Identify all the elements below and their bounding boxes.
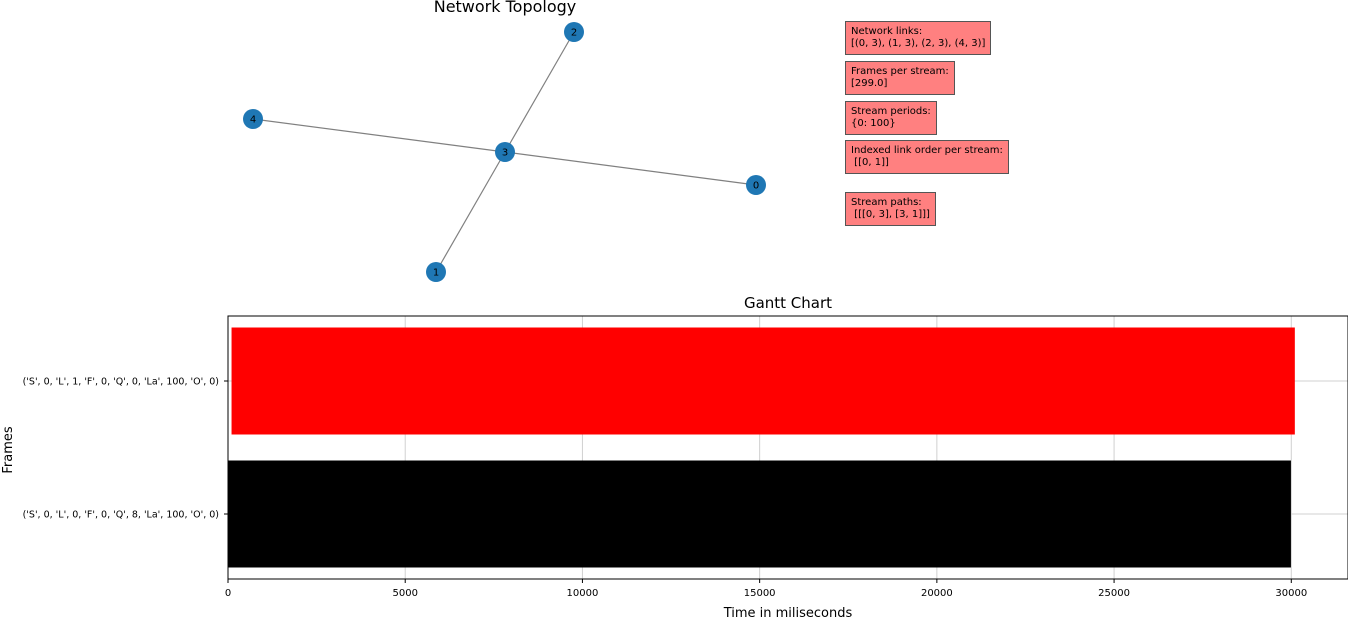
gantt-y-axis-label: Frames: [1, 426, 16, 474]
gantt-x-tick-label: 10000: [567, 588, 599, 599]
topology-node-circle: [426, 262, 446, 282]
topology-node-2: 2: [564, 22, 584, 42]
topology-edge-1-3: [435, 151, 506, 273]
info-box-value: [[0, 1]]: [851, 157, 889, 168]
info-box: Network links: [(0, 3), (1, 3), (2, 3), (…: [845, 21, 992, 55]
gantt-y-tick-labels: ('S', 0, 'L', 1, 'F', 0, 'Q', 0, 'La', 1…: [23, 377, 228, 521]
gantt-x-ticks: 0 5000 10000 15000 20000 25000 30000: [225, 579, 1307, 599]
info-box-value: [[[0, 3], [3, 1]]]: [851, 209, 930, 220]
topology-nodes: 0 1 2 3 4: [243, 22, 766, 282]
info-box: Indexed link order per stream: [[0, 1]]: [845, 140, 1009, 174]
topology-node-circle: [564, 22, 584, 42]
gantt-y-tick-label: ('S', 0, 'L', 1, 'F', 0, 'Q', 0, 'La', 1…: [23, 377, 219, 388]
topology-node-label: 2: [571, 28, 577, 39]
gantt-bar: [228, 460, 1291, 568]
gantt-y-tick-label: ('S', 0, 'L', 0, 'F', 0, 'Q', 8, 'La', 1…: [23, 510, 219, 521]
topology-node-circle: [243, 109, 263, 129]
topology-edge-2-3: [504, 31, 575, 153]
topology-node-label: 0: [753, 181, 759, 192]
gantt-x-tick-label: 0: [225, 588, 231, 599]
info-box-label: Frames per stream:: [851, 66, 949, 77]
topology-edge-0-3: [504, 151, 757, 186]
topology-title: Network Topology: [434, 0, 577, 16]
info-box-value: {0: 100}: [851, 118, 896, 129]
info-box-value: [299.0]: [851, 78, 888, 89]
topology-node-circle: [746, 175, 766, 195]
info-box: Stream periods: {0: 100}: [845, 101, 937, 135]
topology-node-label: 1: [433, 268, 439, 279]
topology-node-label: 3: [502, 148, 508, 159]
info-box-label: Stream periods:: [851, 106, 931, 117]
gantt-x-tick-label: 30000: [1275, 588, 1307, 599]
topology-node-4: 4: [243, 109, 263, 129]
topology-node-label: 4: [250, 115, 256, 126]
gantt-x-tick-label: 25000: [1098, 588, 1130, 599]
topology-edges: [252, 31, 757, 273]
topology-node-0: 0: [746, 175, 766, 195]
info-box: Stream paths: [[[0, 3], [3, 1]]]: [845, 192, 936, 226]
gantt-title: Gantt Chart: [744, 294, 832, 312]
gantt-x-axis-label: Time in miliseconds: [723, 606, 853, 619]
gantt-bars: [228, 327, 1295, 568]
topology-node-circle: [495, 142, 515, 162]
info-box: Frames per stream: [299.0]: [845, 61, 955, 95]
info-box-label: Network links:: [851, 26, 923, 37]
info-box-value: [(0, 3), (1, 3), (2, 3), (4, 3)]: [851, 38, 986, 49]
gantt-x-tick-label: 15000: [744, 588, 776, 599]
gantt-x-tick-label: 20000: [921, 588, 953, 599]
topology-edge-4-3: [252, 118, 506, 153]
info-box-label: Stream paths:: [851, 197, 922, 208]
gantt-x-tick-label: 5000: [392, 588, 417, 599]
topology-node-3: 3: [495, 142, 515, 162]
info-box-label: Indexed link order per stream:: [851, 145, 1003, 156]
gantt-plot-frame: [227, 315, 1348, 580]
gantt-bar: [231, 327, 1295, 435]
topology-node-1: 1: [426, 262, 446, 282]
